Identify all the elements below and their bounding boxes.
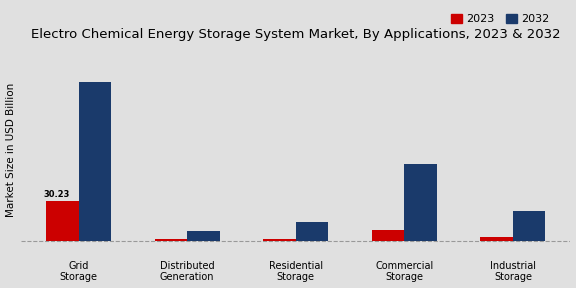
Legend: 2023, 2032: 2023, 2032 — [446, 10, 554, 29]
Y-axis label: Market Size in USD Billion: Market Size in USD Billion — [6, 83, 16, 217]
Bar — [372, 230, 404, 240]
Title: Electro Chemical Energy Storage System Market, By Applications, 2023 & 2032: Electro Chemical Energy Storage System M… — [31, 28, 560, 41]
Bar — [46, 200, 79, 240]
Bar — [480, 236, 513, 240]
Bar — [404, 164, 437, 240]
Bar — [79, 82, 111, 240]
Bar — [187, 231, 220, 240]
Text: 30.23: 30.23 — [44, 190, 70, 199]
Bar — [296, 222, 328, 240]
Bar — [513, 211, 545, 240]
Bar — [263, 239, 296, 240]
